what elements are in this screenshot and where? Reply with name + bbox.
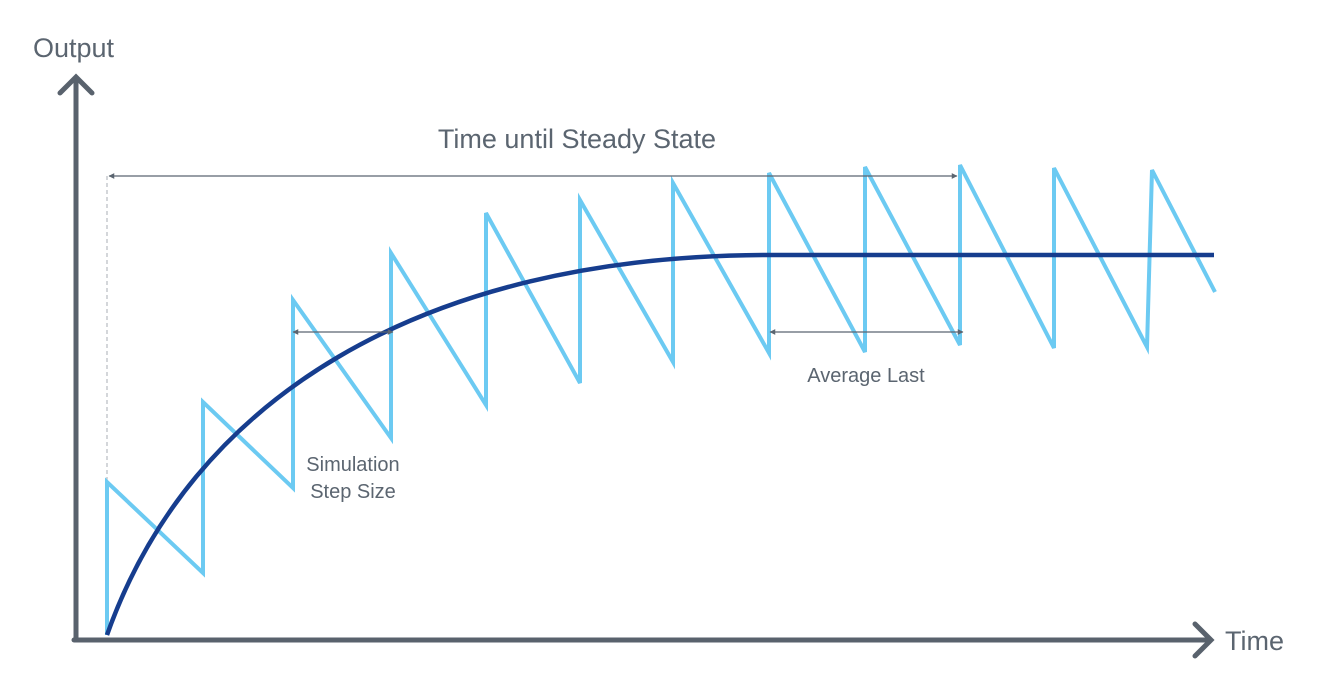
- step-size-label-line2: Step Size: [310, 481, 396, 503]
- y-axis-label: Output: [33, 33, 115, 63]
- axes: [57, 73, 1215, 659]
- x-axis-arrow-icon: [1192, 621, 1215, 659]
- average-last-label: Average Last: [807, 365, 925, 387]
- step-size-label-line1: Simulation: [306, 454, 399, 476]
- steady-state-label: Time until Steady State: [438, 124, 716, 154]
- smoothed-response-curve: [104, 252, 1214, 636]
- y-axis-arrow-icon: [57, 73, 95, 96]
- simulation-signal-line: [105, 164, 1217, 635]
- x-axis-label: Time: [1225, 626, 1284, 656]
